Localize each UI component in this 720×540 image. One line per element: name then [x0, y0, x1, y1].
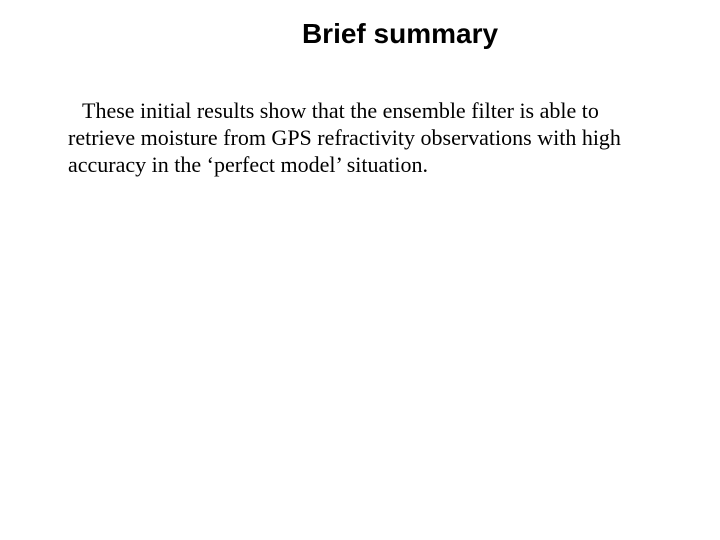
- slide-title: Brief summary: [80, 18, 720, 50]
- slide-container: Brief summary These initial results show…: [0, 0, 720, 540]
- slide-body-text: These initial results show that the ense…: [0, 98, 720, 178]
